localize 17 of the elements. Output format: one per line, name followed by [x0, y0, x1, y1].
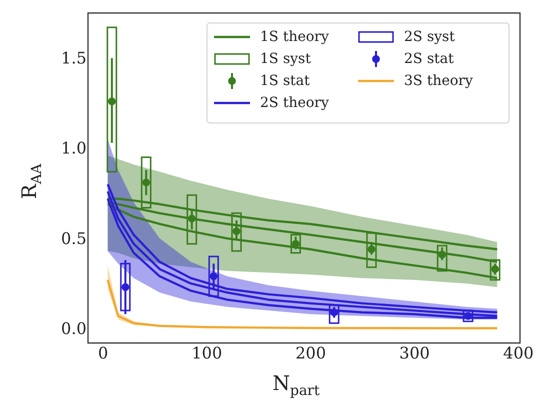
y-axis-title: RAA [17, 162, 45, 200]
legend-label: 2S stat [404, 51, 454, 67]
x-tick-label: 0 [98, 344, 108, 362]
y-tick-label: 0.0 [61, 319, 86, 338]
legend-label: 2S syst [404, 29, 456, 45]
y-tick-label: 1.5 [61, 48, 86, 68]
x-tick-label: 100 [192, 344, 222, 362]
x-tick-label: 400 [503, 344, 534, 362]
x-tick-label: 200 [295, 344, 326, 362]
legend-label: 2S theory [260, 95, 329, 111]
legend-label: 3S theory [404, 73, 473, 89]
legend-label: 1S stat [260, 73, 310, 89]
legend-label: 1S theory [260, 29, 329, 45]
legend-label: 1S syst [260, 51, 312, 67]
y-tick-label: 1.0 [61, 138, 86, 158]
x-tick-label: 300 [399, 344, 430, 362]
y-tick-label: 0.5 [61, 228, 86, 248]
